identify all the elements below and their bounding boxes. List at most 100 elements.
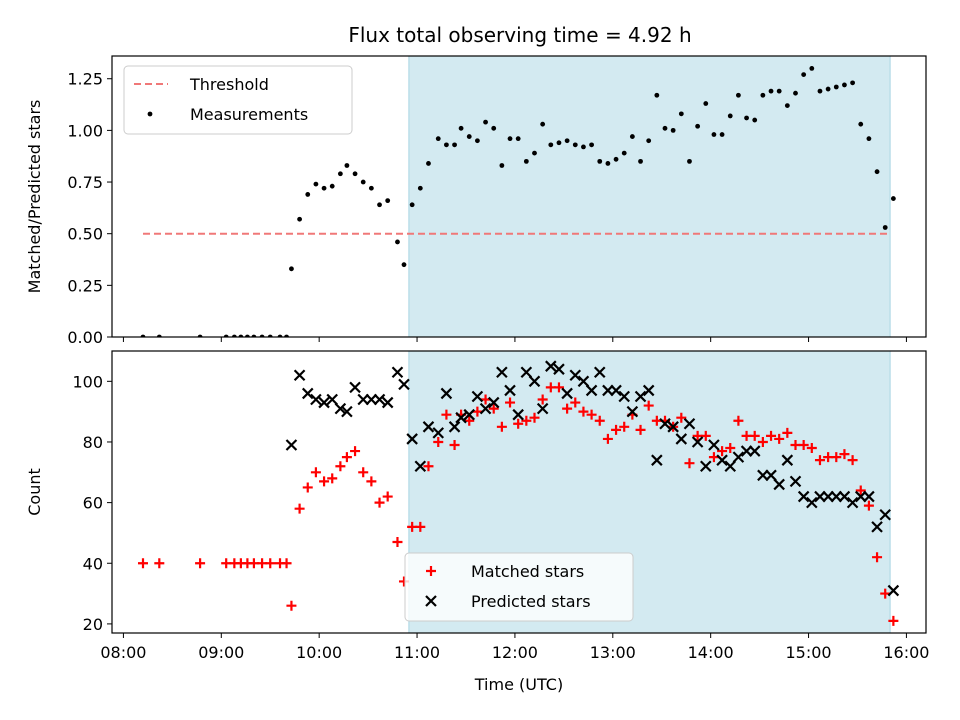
predicted-stars-point bbox=[334, 402, 347, 415]
x-tick-label: 09:00 bbox=[198, 643, 244, 662]
legend-predicted-swatch bbox=[425, 595, 437, 607]
x-tick-label: 11:00 bbox=[394, 643, 440, 662]
measurement-point bbox=[695, 123, 701, 129]
y-tick-label: 0.25 bbox=[67, 276, 103, 295]
matched-stars-point bbox=[798, 440, 809, 450]
measurement-point bbox=[507, 136, 513, 142]
predicted-stars-point bbox=[879, 508, 891, 521]
predicted-stars-point bbox=[838, 490, 851, 503]
predicted-stars-point bbox=[318, 396, 330, 409]
predicted-stars-point bbox=[846, 496, 859, 509]
predicted-stars-point bbox=[432, 427, 445, 439]
predicted-stars-point bbox=[487, 396, 500, 409]
measurement-point bbox=[605, 161, 611, 166]
y-tick-label: 80 bbox=[83, 433, 103, 452]
matched-stars-point bbox=[137, 558, 148, 569]
predicted-stars-point bbox=[683, 417, 696, 430]
predicted-stars-point bbox=[536, 402, 549, 415]
predicted-stars-point bbox=[610, 384, 622, 397]
measurement-point bbox=[621, 150, 627, 156]
x-axis-label: Time (UTC) bbox=[474, 675, 563, 694]
matched-stars-point bbox=[374, 497, 385, 508]
predicted-stars-point bbox=[585, 384, 598, 397]
measurement-point bbox=[401, 262, 407, 268]
predicted-stars-point bbox=[732, 451, 745, 463]
matched-stars-point bbox=[749, 430, 760, 441]
matched-stars-point bbox=[570, 397, 581, 408]
measurement-point bbox=[768, 88, 774, 94]
measurement-point bbox=[452, 142, 457, 148]
measurement-point bbox=[711, 132, 717, 137]
predicted-stars-point bbox=[293, 369, 306, 382]
x-tick-label: 15:00 bbox=[785, 643, 831, 662]
measurement-point bbox=[613, 156, 619, 162]
predicted-stars-point bbox=[887, 584, 900, 597]
measurement-point bbox=[858, 121, 864, 127]
matched-stars-point bbox=[700, 430, 711, 441]
matched-stars-point bbox=[806, 443, 817, 454]
matched-stars-point bbox=[302, 482, 313, 493]
y-axis-label: Count bbox=[25, 468, 44, 516]
top-panel: 0.00 0.25 0.50 0.75 1.00 1.25 Matched/Predicte… bbox=[25, 55, 927, 347]
matched-stars-point bbox=[831, 452, 842, 463]
matched-stars-point bbox=[341, 452, 352, 463]
matched-stars-point bbox=[441, 409, 452, 420]
measurement-point bbox=[776, 88, 782, 94]
matched-stars-point bbox=[392, 537, 403, 548]
measurement-point bbox=[417, 185, 423, 191]
predicted-stars-point bbox=[349, 381, 361, 394]
plot-area bbox=[140, 56, 896, 337]
matched-stars-point bbox=[521, 415, 532, 426]
y-tick-label: 1.25 bbox=[67, 70, 103, 89]
predicted-stars-point bbox=[414, 460, 427, 473]
legend-box bbox=[404, 552, 634, 622]
axes-frame bbox=[111, 55, 927, 338]
predicted-stars-point bbox=[593, 366, 606, 379]
predicted-stars-point bbox=[765, 469, 777, 482]
measurement-point bbox=[662, 125, 668, 131]
measurement-point bbox=[882, 225, 888, 230]
predicted-stars-point bbox=[651, 454, 663, 466]
measurement-point bbox=[297, 216, 302, 222]
predicted-stars-point bbox=[406, 433, 418, 445]
y-tick-label: 0.50 bbox=[67, 225, 103, 244]
x-tick-label: 13:00 bbox=[590, 643, 636, 662]
matched-stars-point bbox=[708, 452, 719, 463]
measurement-point bbox=[866, 136, 872, 142]
measurement-point bbox=[670, 127, 676, 133]
matched-stars-point bbox=[676, 412, 687, 423]
measurement-point bbox=[654, 92, 660, 98]
predicted-stars-point bbox=[659, 417, 671, 430]
predicted-stars-point bbox=[569, 369, 582, 382]
predicted-stars-point bbox=[520, 366, 533, 379]
measurement-point bbox=[515, 136, 521, 142]
measurement-point bbox=[444, 142, 449, 148]
matched-stars-point bbox=[505, 397, 516, 408]
predicted-stars-point bbox=[471, 390, 484, 403]
matched-stars-point bbox=[327, 473, 338, 484]
measurement-point bbox=[548, 142, 554, 148]
y-tick-label: 20 bbox=[83, 615, 103, 634]
matched-stars-point bbox=[433, 436, 444, 447]
predicted-stars-point bbox=[391, 366, 404, 379]
x-tick-label: 10:00 bbox=[296, 643, 342, 662]
matched-stars-point bbox=[286, 600, 297, 611]
predicted-stars-point bbox=[479, 402, 492, 415]
predicted-stars-point bbox=[422, 421, 435, 433]
legend-label: Measurements bbox=[190, 105, 308, 124]
measurement-point bbox=[589, 142, 594, 148]
predicted-stars-point bbox=[373, 393, 386, 406]
measurement-point bbox=[719, 132, 725, 137]
legend-measurement-swatch bbox=[147, 111, 153, 117]
measurement-point bbox=[377, 202, 382, 208]
measurement-point bbox=[597, 158, 603, 164]
measurement-point bbox=[532, 150, 537, 156]
measurement-point bbox=[825, 86, 831, 92]
measurement-point bbox=[890, 196, 896, 201]
measurement-point bbox=[833, 84, 839, 90]
matched-stars-point bbox=[350, 446, 361, 457]
y-tick-label: 0.75 bbox=[67, 173, 103, 192]
predicted-stars-point bbox=[553, 363, 565, 375]
measurement-point bbox=[499, 163, 505, 168]
